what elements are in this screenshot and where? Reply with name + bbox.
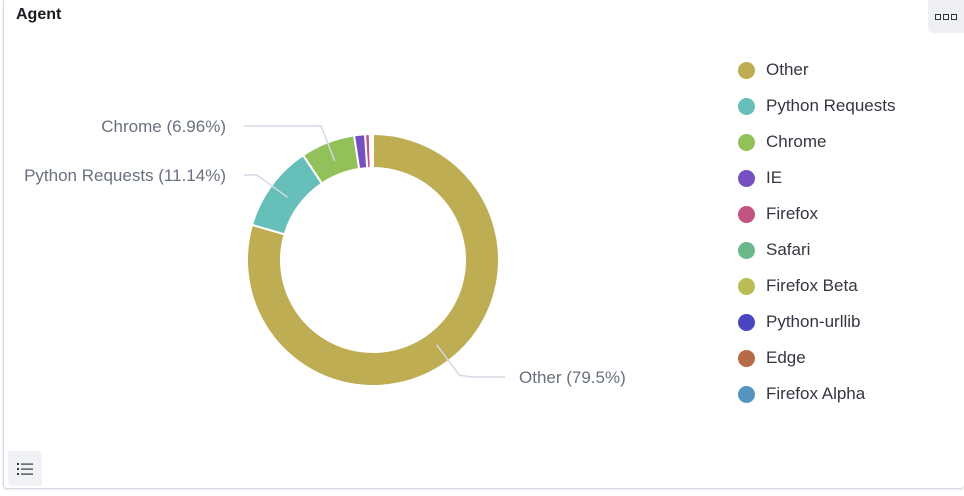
legend-item-safari[interactable]: Safari: [738, 232, 895, 268]
legend-item-firefox-beta[interactable]: Firefox Beta: [738, 268, 895, 304]
legend-item-ie[interactable]: IE: [738, 160, 895, 196]
legend-label: Python Requests: [766, 96, 896, 115]
legend-color-dot: [738, 313, 755, 331]
legend-color-dot: [738, 349, 755, 367]
legend-color-dot: [738, 241, 755, 259]
legend-color-dot: [738, 133, 755, 151]
legend-color-dot: [738, 385, 755, 403]
legend-color-dot: [738, 61, 755, 79]
leader-line-python-requests: [244, 174, 288, 198]
legend-item-firefox-alpha[interactable]: Firefox Alpha: [738, 376, 895, 412]
legend-label: Other: [766, 60, 809, 79]
leader-line-chrome: [244, 124, 336, 162]
legend-label: Python-urllib: [766, 312, 861, 331]
slice-label-chrome: Chrome (6.96%): [101, 117, 226, 136]
slice-other[interactable]: [246, 132, 500, 387]
legend-item-firefox[interactable]: Firefox: [738, 196, 895, 232]
list-icon: [17, 462, 33, 475]
options-icon-dot: [943, 13, 949, 20]
legend-item-edge[interactable]: Edge: [738, 340, 895, 376]
legend-item-other[interactable]: Other: [738, 52, 895, 88]
legend-label: Firefox Beta: [766, 276, 858, 295]
legend-label: Edge: [766, 348, 806, 367]
chart-area: Other (79.5%) Python Requests (11.14%) Chr…: [4, 0, 964, 450]
legend-label: Chrome: [766, 132, 827, 151]
legend-label: Firefox: [766, 204, 818, 223]
slices-group: [246, 132, 500, 387]
legend-item-python-urllib[interactable]: Python-urllib: [738, 304, 895, 340]
legend-label: Firefox Alpha: [766, 384, 866, 403]
legend-color-dot: [738, 277, 755, 295]
options-icon: [935, 13, 941, 20]
legend-label: Safari: [766, 240, 811, 259]
leader-line-other: [436, 344, 505, 378]
panel-title: Agent: [16, 6, 62, 23]
legend: Other Python Requests Chrome IE Firefox Safar…: [738, 52, 895, 412]
legend-label: IE: [766, 168, 783, 187]
legend-color-dot: [738, 97, 755, 115]
slice-label-other: Other (79.5%): [519, 368, 626, 387]
donut-chart: Other (79.5%) Python Requests (11.14%) Chr…: [24, 117, 626, 387]
legend-toggle-button[interactable]: [8, 451, 42, 486]
legend-item-python-requests[interactable]: Python Requests: [738, 88, 895, 124]
labels-group: Other (79.5%) Python Requests (11.14%) Chr…: [24, 117, 626, 387]
legend-color-dot: [738, 169, 755, 187]
slice-label-python-requests: Python Requests (11.14%): [24, 166, 226, 185]
visualization-panel: Agent Other (79.5%) Python Requests (11.1…: [3, 0, 964, 489]
legend-color-dot: [738, 205, 755, 223]
panel-options-button[interactable]: [928, 0, 964, 33]
options-icon-dot: [951, 13, 957, 20]
legend-item-chrome[interactable]: Chrome: [738, 124, 895, 160]
